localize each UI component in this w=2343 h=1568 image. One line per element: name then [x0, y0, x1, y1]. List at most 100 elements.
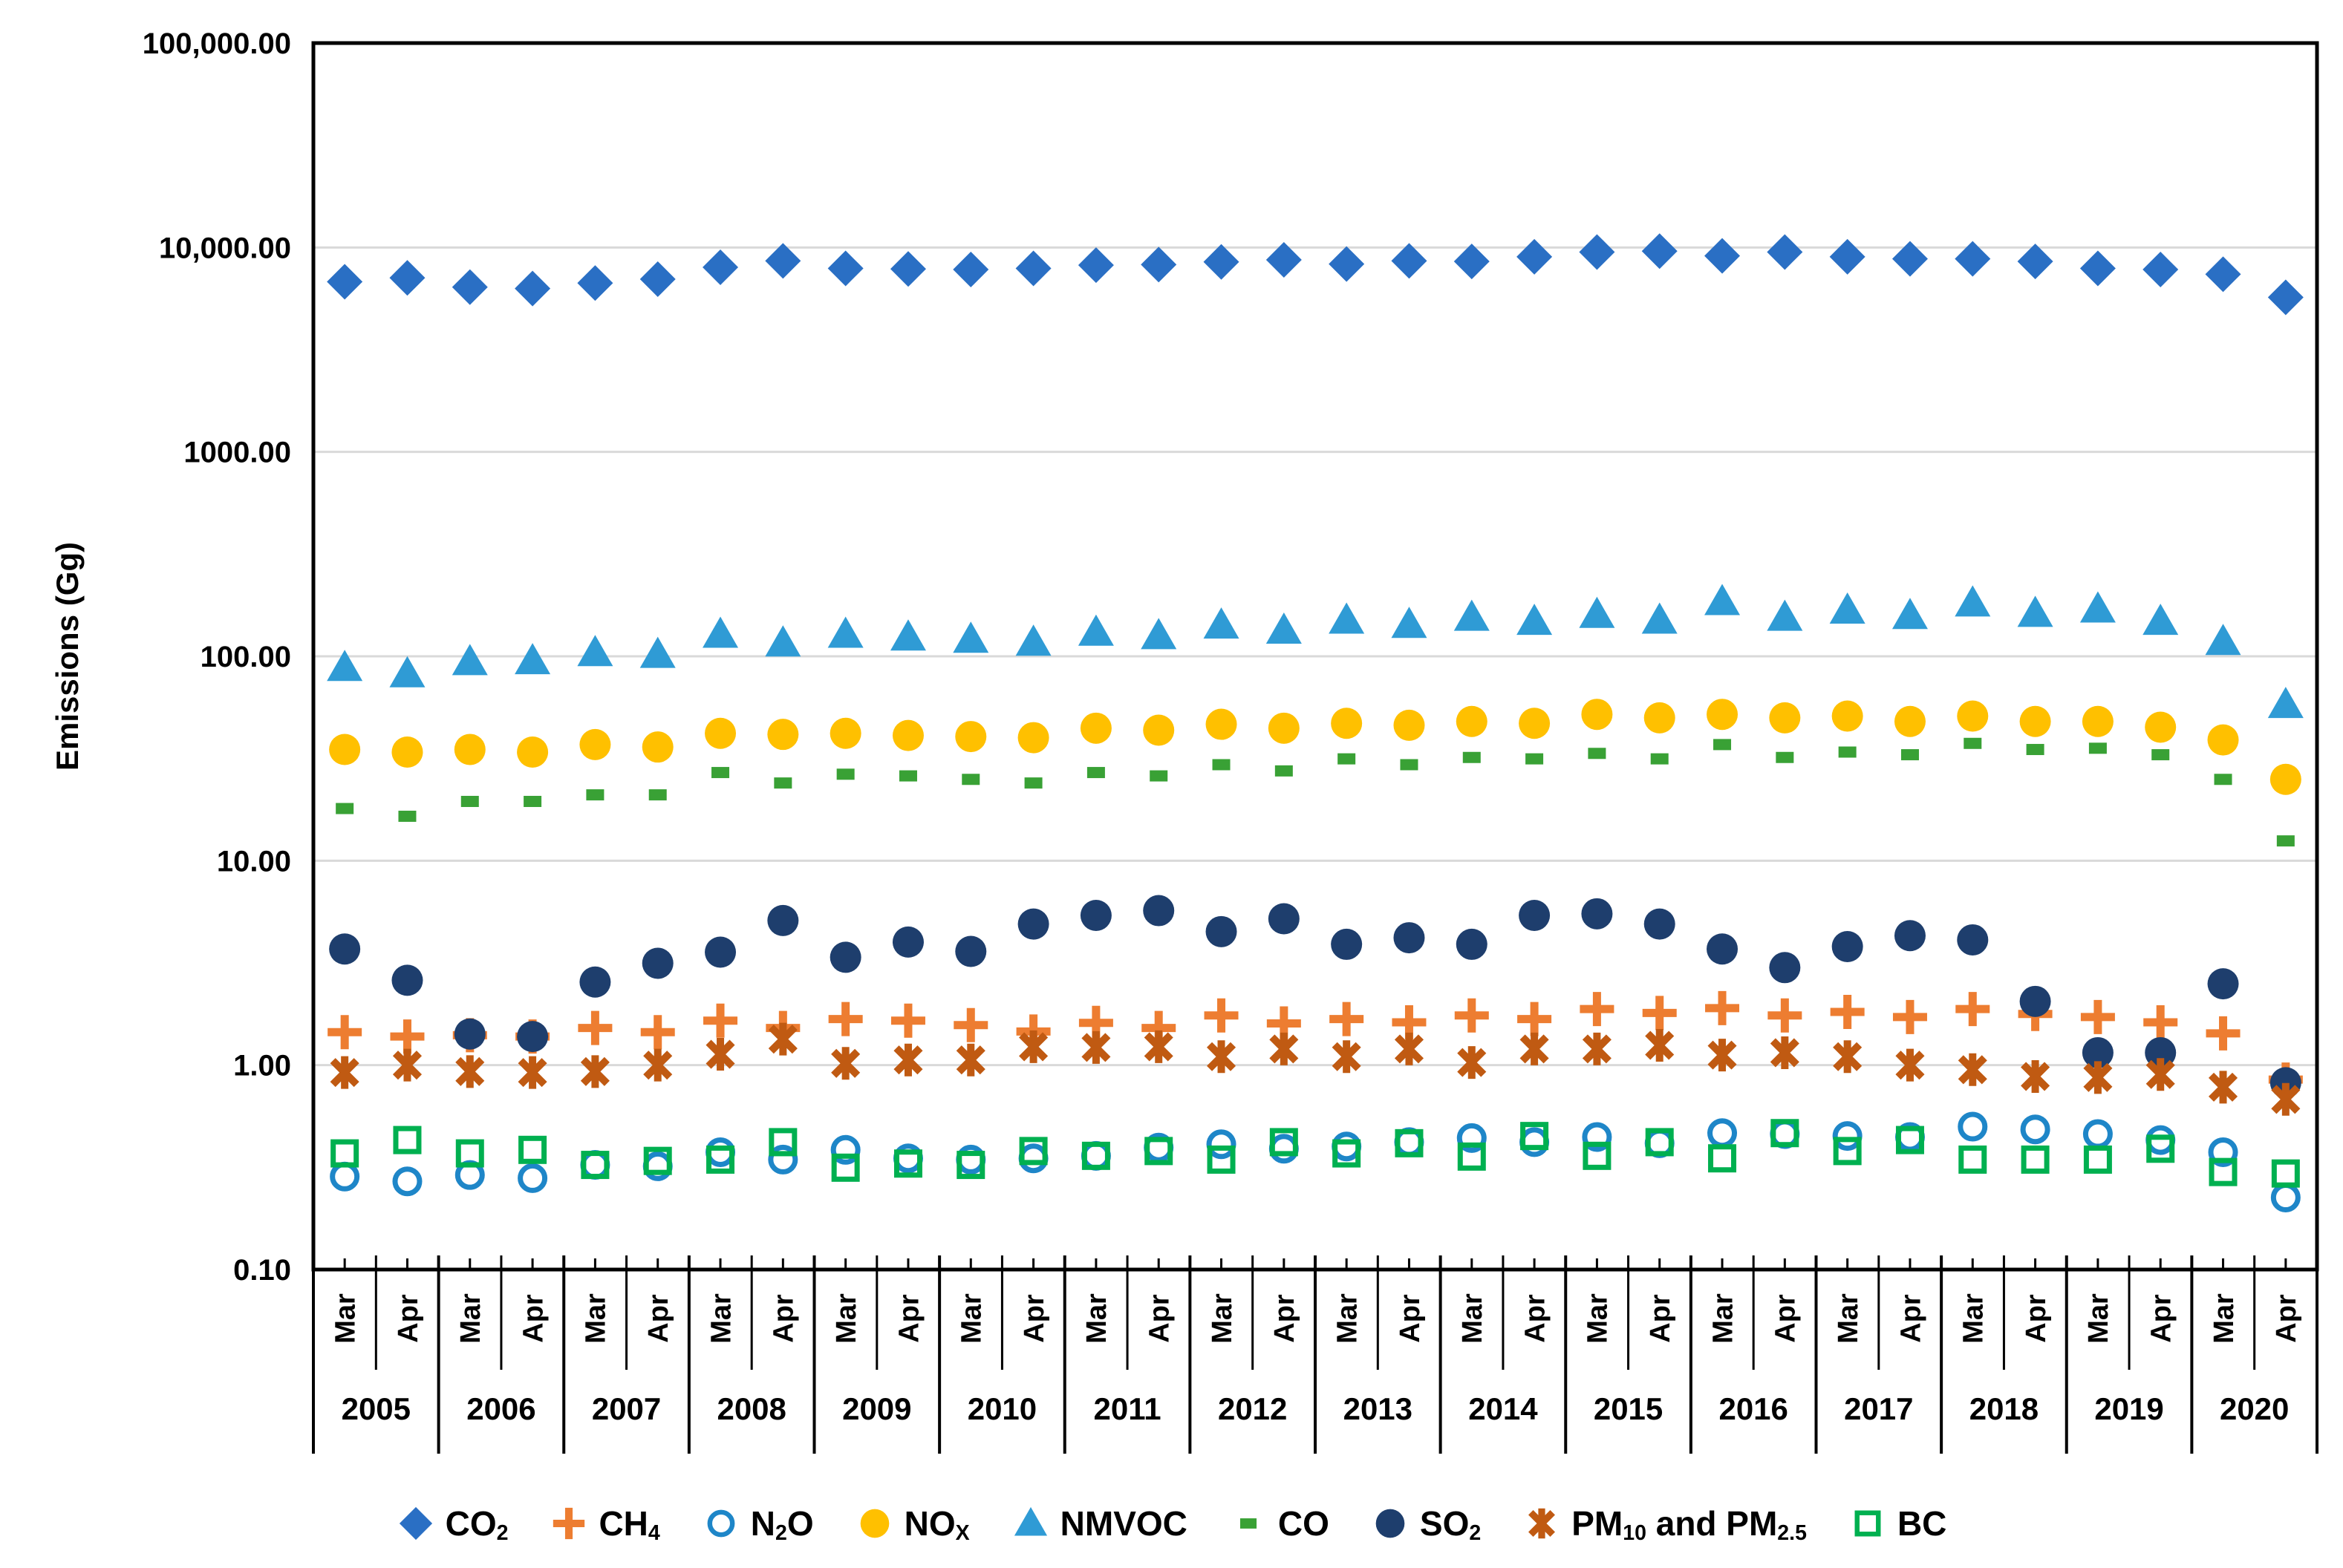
data-point-pm: [768, 1022, 798, 1056]
data-point-pm: [1582, 1032, 1612, 1065]
x-axis-month-label: Mar: [2083, 1293, 2114, 1344]
legend-item-co2: CO2: [397, 1503, 508, 1545]
data-point-co: [1588, 748, 1606, 760]
data-point-n2o: [580, 1150, 610, 1180]
data-point-pm: [2271, 1082, 2301, 1116]
data-point-co2: [1391, 243, 1427, 279]
data-point-nmvoc: [1078, 614, 1114, 646]
data-point-bc: [1583, 1141, 1612, 1170]
series-n2o: [330, 1111, 2301, 1213]
x-axis-month-label: Apr: [1019, 1294, 1050, 1343]
data-point-nmvoc: [327, 650, 363, 682]
data-point-nox: [642, 731, 674, 763]
x-axis-year-label: 2019: [2094, 1391, 2163, 1426]
data-point-nox: [1894, 705, 1926, 737]
data-point-bc: [769, 1128, 798, 1157]
x-axis-month-label: Apr: [2271, 1294, 2302, 1343]
ch4-marker-icon: [553, 1507, 585, 1540]
data-point-so2: [705, 936, 737, 968]
data-point-nmvoc: [515, 643, 551, 675]
data-point-nmvoc: [827, 616, 864, 648]
legend-item-pm: PM10 and PM2.5: [1522, 1503, 1807, 1545]
data-point-bc: [1958, 1145, 1987, 1174]
data-point-co: [1086, 767, 1105, 779]
data-point-bc: [2083, 1145, 2112, 1174]
data-point-co2: [1641, 233, 1678, 270]
data-point-co2: [2205, 256, 2241, 293]
data-point-so2: [579, 966, 611, 998]
data-point-so2: [2207, 968, 2239, 1000]
data-point-bc: [1144, 1137, 1173, 1166]
data-point-so2: [1894, 920, 1926, 952]
data-point-nmvoc: [1329, 602, 1365, 634]
data-point-nmvoc: [1641, 602, 1678, 634]
data-point-n2o: [330, 1161, 360, 1192]
data-point-pm: [1144, 1030, 1173, 1063]
data-point-bc: [2209, 1157, 2238, 1186]
y-axis-tick-label: 10.00: [217, 845, 291, 878]
x-axis-year-label: 2014: [1468, 1391, 1538, 1426]
data-point-n2o: [830, 1134, 861, 1165]
x-axis-month-label: Mar: [581, 1293, 612, 1344]
data-point-so2: [517, 1021, 549, 1053]
legend-label-nmvoc: NMVOC: [1060, 1504, 1187, 1543]
data-point-co2: [2079, 250, 2116, 287]
x-axis-month-label: Apr: [2021, 1294, 2052, 1343]
data-point-co2: [1891, 241, 1928, 277]
data-point-ch4: [1329, 1002, 1364, 1036]
data-point-pm: [1645, 1028, 1675, 1062]
legend-item-n2o: N2O: [702, 1503, 814, 1545]
data-point-co: [962, 774, 980, 785]
data-point-nox: [1331, 708, 1363, 739]
data-point-n2o: [1268, 1134, 1299, 1164]
data-point-co: [899, 770, 917, 782]
data-point-co: [648, 789, 667, 801]
data-point-nmvoc: [2079, 591, 2116, 623]
co2-marker-icon: [399, 1506, 432, 1541]
data-point-nox: [1080, 712, 1112, 744]
data-point-bc: [1332, 1139, 1361, 1168]
chart-legend: CO2 CH4 N2O NOX NMVOC CO SO2 PM10 and PM2.5 BC: [0, 1486, 2343, 1561]
x-axis-year-label: 2018: [1969, 1391, 2039, 1426]
x-axis-month-label: Mar: [1457, 1293, 1488, 1344]
data-point-ch4: [2080, 999, 2115, 1034]
data-point-pm: [1269, 1032, 1299, 1065]
data-point-co: [586, 789, 605, 801]
data-point-co2: [2017, 244, 2053, 280]
data-point-ch4: [2143, 1004, 2178, 1039]
data-point-nmvoc: [452, 644, 488, 676]
data-point-ch4: [2206, 1016, 2241, 1051]
data-point-pm: [518, 1056, 547, 1089]
data-point-bc: [2271, 1159, 2300, 1188]
data-point-co2: [1265, 241, 1302, 278]
data-point-co: [1838, 746, 1857, 758]
data-point-pm: [1394, 1032, 1424, 1065]
data-point-co2: [1767, 234, 1803, 270]
data-point-ch4: [1204, 998, 1239, 1033]
data-point-nox: [1643, 702, 1675, 734]
data-point-n2o: [2145, 1125, 2176, 1155]
data-point-co2: [1955, 241, 1991, 277]
data-point-n2o: [1582, 1122, 1612, 1152]
y-axis-tick-labels: 100,000.00 10,000.00 1000.00 100.00 10.00 1.0…: [143, 27, 291, 1287]
data-point-pm: [1707, 1039, 1737, 1072]
data-point-co: [2088, 742, 2107, 754]
series-co: [336, 737, 2295, 847]
data-point-co2: [1453, 244, 1490, 280]
data-point-co2: [1829, 238, 1865, 275]
data-point-ch4: [390, 1019, 425, 1054]
data-point-ch4: [1830, 995, 1865, 1030]
data-point-so2: [955, 935, 987, 967]
data-point-nmvoc: [890, 619, 926, 651]
data-point-nmvoc: [703, 616, 739, 648]
data-point-nox: [2082, 705, 2114, 737]
data-point-co: [2026, 744, 2044, 756]
y-axis-tick-label: 1000.00: [183, 437, 291, 469]
data-point-pm: [1081, 1030, 1111, 1064]
data-point-bc: [957, 1151, 985, 1180]
x-axis-year-label: 2008: [717, 1391, 786, 1426]
data-point-bc: [1395, 1128, 1424, 1157]
data-point-n2o: [518, 1163, 548, 1193]
data-point-bc: [2021, 1145, 2050, 1174]
